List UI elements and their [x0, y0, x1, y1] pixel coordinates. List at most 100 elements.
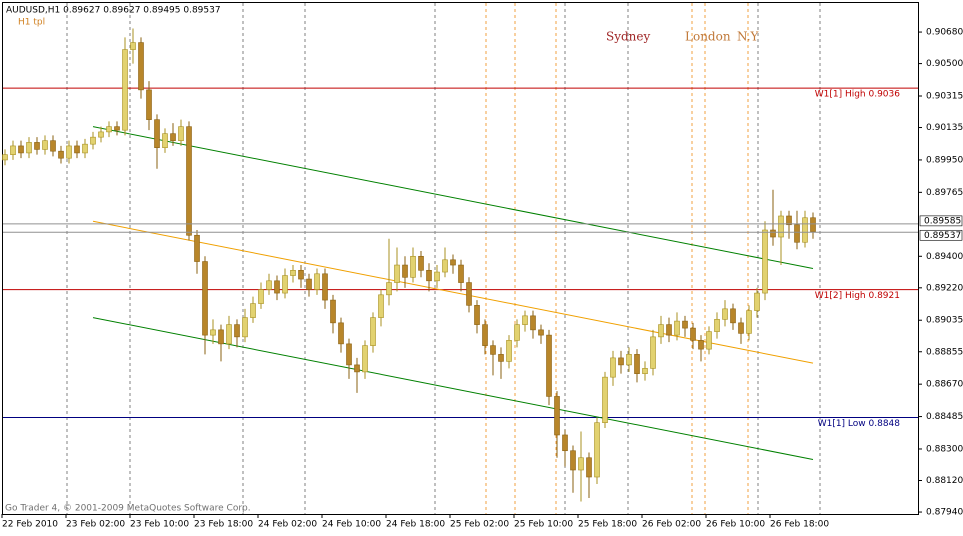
candle-body	[106, 126, 112, 133]
candle-body	[770, 229, 776, 238]
candle-body	[234, 324, 240, 338]
candle-body	[178, 126, 184, 141]
candle-body	[34, 142, 40, 150]
y-tick-label: 0.89950	[926, 155, 963, 165]
candle-body	[58, 150, 64, 159]
candle-body	[154, 119, 160, 148]
candle-body	[650, 336, 656, 369]
candle-body	[642, 368, 648, 374]
level-label: W1[1] High 0.9036	[815, 90, 901, 100]
candle-body	[90, 136, 96, 145]
candle-body	[186, 126, 192, 236]
level-label: W1[2] High 0.8921	[815, 291, 900, 301]
candle-body	[738, 322, 744, 334]
candle-body	[130, 42, 136, 50]
candle-body	[586, 457, 592, 478]
candle-body	[282, 275, 288, 294]
candle-body	[466, 282, 472, 306]
y-tick-label: 0.89220	[926, 283, 963, 293]
candle-body	[450, 259, 456, 266]
candle-body	[50, 140, 56, 152]
candle-body	[602, 376, 608, 424]
candle-body	[762, 229, 768, 294]
y-tick-label: 0.90315	[926, 91, 963, 101]
template-label: H1 tpl	[18, 18, 45, 28]
candle-body	[74, 145, 80, 154]
candle-body	[490, 345, 496, 355]
candle-body	[210, 329, 216, 336]
candle-body	[2, 154, 8, 161]
candle-body	[634, 354, 640, 374]
candle-body	[82, 143, 88, 154]
candle-body	[290, 269, 296, 276]
session-label: N.Y	[737, 30, 760, 44]
candle-body	[754, 292, 760, 311]
candle-body	[442, 259, 448, 273]
x-tick-label: 24 Feb 18:00	[386, 520, 445, 530]
y-tick-label: 0.90680	[926, 28, 963, 38]
x-tick-label: 26 Feb 10:00	[706, 520, 765, 530]
candle-body	[786, 215, 792, 226]
candle-body	[578, 457, 584, 471]
x-tick-label: 22 Feb 2010	[2, 520, 58, 530]
candle-body	[330, 299, 336, 324]
candle-body	[482, 324, 488, 346]
candle-body	[426, 269, 432, 282]
trendline	[92, 126, 814, 270]
y-tick-label: 0.89765	[926, 188, 963, 198]
candle-body	[226, 324, 232, 345]
session-label: Sydney	[606, 30, 651, 44]
candle-body	[722, 308, 728, 320]
copyright: Go Trader 4, © 2001-2009 MetaQuotes Soft…	[5, 504, 251, 514]
candle-body	[746, 310, 752, 334]
x-tick-label: 25 Feb 18:00	[578, 520, 637, 530]
candle-body	[202, 261, 208, 336]
candle-body	[554, 396, 560, 436]
candle-body	[794, 224, 800, 243]
candle-body	[522, 315, 528, 325]
candle-body	[474, 305, 480, 325]
candle-body	[250, 303, 256, 318]
candle-body	[98, 131, 104, 138]
candle-body	[682, 320, 688, 329]
x-tick-label: 24 Feb 10:00	[322, 520, 381, 530]
candle-body	[690, 327, 696, 341]
candle-body	[18, 145, 24, 154]
candle-body	[514, 324, 520, 341]
candle-body	[402, 264, 408, 278]
candle-body	[666, 324, 672, 336]
price-label: 0.89537	[924, 231, 961, 241]
candle-body	[162, 133, 168, 148]
candle-body	[658, 324, 664, 338]
symbol-header: AUDUSD,H1 0.89627 0.89627 0.89495 0.8953…	[6, 6, 221, 16]
plot-frame	[2, 2, 919, 515]
candle-body	[714, 319, 720, 332]
candle-body	[434, 271, 440, 282]
candle-body	[698, 340, 704, 350]
candle-body	[338, 322, 344, 345]
candle-body	[242, 317, 248, 338]
y-tick-label: 0.88670	[926, 380, 963, 390]
x-tick-label: 24 Feb 02:00	[258, 520, 317, 530]
x-tick-label: 25 Feb 10:00	[514, 520, 573, 530]
candle-body	[610, 357, 616, 378]
price-box	[919, 215, 963, 227]
candle-body	[306, 278, 312, 290]
price-box	[919, 229, 963, 241]
candle-body	[42, 140, 48, 150]
candle-body	[322, 273, 328, 301]
price-label: 0.89585	[924, 216, 961, 226]
candle-body	[26, 142, 32, 154]
candle-body	[810, 217, 816, 233]
candle-body	[122, 49, 128, 131]
candle-body	[778, 215, 784, 238]
candle-body	[594, 422, 600, 478]
candle-body	[458, 264, 464, 283]
candle-body	[266, 280, 272, 290]
candle-body	[354, 364, 360, 373]
candle-body	[394, 264, 400, 283]
candle-body	[194, 234, 200, 262]
candle-body	[498, 354, 504, 362]
